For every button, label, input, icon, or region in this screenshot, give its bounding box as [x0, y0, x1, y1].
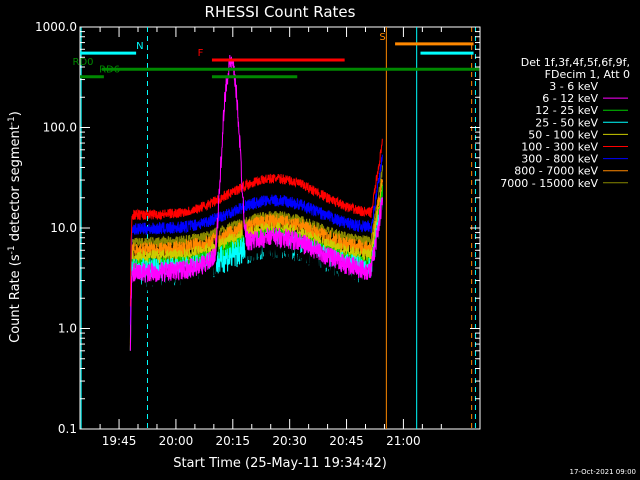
- legend-label: 12 - 25 keV: [535, 104, 598, 117]
- series-line-4: [129, 183, 383, 351]
- legend: Det 1f,3f,4f,5f,6f,9f, FDecim 1, Att 0 3…: [500, 56, 630, 190]
- y-axis: 0.1 1.0 10.0 100.0 1000.0: [35, 20, 480, 436]
- chart-title: RHESSI Count Rates: [205, 3, 356, 21]
- x-tick-label: 21:00: [386, 434, 421, 448]
- x-tick-label: 20:15: [215, 434, 250, 448]
- flag-label: N: [136, 41, 143, 52]
- y-axis-label-main: Count Rate (s: [8, 254, 23, 343]
- y-tick-label: 0.1: [58, 422, 77, 436]
- legend-label: 300 - 800 keV: [521, 153, 598, 166]
- flag-label: RD0: [73, 57, 94, 68]
- y-tick-label: 1.0: [58, 322, 77, 336]
- x-tick-label: 20:30: [272, 434, 307, 448]
- y-axis-label: Count Rate (s-1 detector segment-1): [7, 111, 23, 343]
- legend-label: 3 - 6 keV: [549, 80, 598, 93]
- y-tick-label: 1000.0: [35, 20, 77, 34]
- legend-label: 800 - 7000 keV: [514, 165, 598, 178]
- y-tick-label: 10.0: [50, 221, 77, 235]
- legend-label: 25 - 50 keV: [535, 116, 598, 129]
- legend-header-2: FDecim 1, Att 0: [545, 68, 630, 81]
- y-axis-label-mid: detector segment: [8, 125, 23, 245]
- y-axis-label-end: ): [8, 111, 23, 116]
- x-tick-label: 20:00: [159, 434, 194, 448]
- legend-label: 100 - 300 keV: [521, 141, 598, 154]
- flag-label: S: [379, 32, 385, 43]
- series-group: [129, 54, 383, 351]
- legend-label: 7000 - 15000 keV: [500, 177, 598, 190]
- legend-label: 6 - 12 keV: [542, 92, 598, 105]
- y-axis-label-sup1: -1: [7, 245, 17, 254]
- flag-label: F: [198, 48, 204, 59]
- legend-header-1: Det 1f,3f,4f,5f,6f,9f,: [521, 56, 630, 69]
- y-tick-label: 100.0: [43, 121, 77, 135]
- series-line-1: [129, 54, 383, 351]
- plot-area: N RD0 RD6 F S: [73, 26, 481, 430]
- y-axis-label-sup2: -1: [7, 116, 17, 125]
- flag-label: RD6: [99, 65, 120, 76]
- x-tick-label: 20:45: [329, 434, 364, 448]
- x-tick-label: 19:45: [102, 434, 137, 448]
- series-line-6: [129, 153, 383, 325]
- x-axis: 19:45 20:00 20:15 20:30 20:45 21:00: [99, 27, 442, 448]
- legend-label: 50 - 100 keV: [528, 128, 598, 141]
- x-axis-label: Start Time (25-May-11 19:34:42): [173, 456, 387, 471]
- series-line-5: [129, 138, 383, 307]
- footer-date: 17-Oct-2021 09:00: [570, 468, 636, 476]
